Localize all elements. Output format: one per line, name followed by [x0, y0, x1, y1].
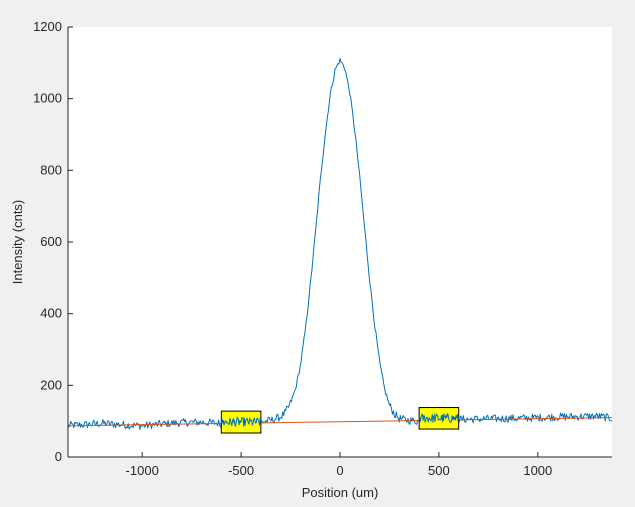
y-ticks: 0 200 400 600 800 1000 1200 [33, 19, 73, 464]
y-tick-label: 1000 [33, 91, 62, 106]
y-tick-label: 0 [55, 449, 62, 464]
y-axis-label: Intensity (cnts) [10, 200, 25, 285]
y-tick-label: 800 [40, 162, 62, 177]
series-layer [68, 57, 612, 430]
x-ticks: -1000 -500 0 500 1000 [126, 452, 552, 478]
x-tick-label: 500 [428, 463, 450, 478]
y-tick-label: 400 [40, 306, 62, 321]
series-line-2 [68, 417, 612, 427]
highlight-trace-1 [220, 416, 262, 427]
y-tick-label: 1200 [33, 19, 62, 34]
x-tick-label: -500 [228, 463, 254, 478]
series-line-1 [68, 57, 612, 430]
x-axis-label: Position (um) [302, 485, 379, 500]
plot-area [68, 27, 612, 457]
highlight-trace-2 [418, 412, 460, 423]
y-tick-label: 600 [40, 234, 62, 249]
y-tick-label: 200 [40, 377, 62, 392]
x-tick-label: 0 [336, 463, 343, 478]
region-layer [220, 407, 460, 434]
x-tick-label: 1000 [523, 463, 552, 478]
x-tick-label: -1000 [126, 463, 159, 478]
